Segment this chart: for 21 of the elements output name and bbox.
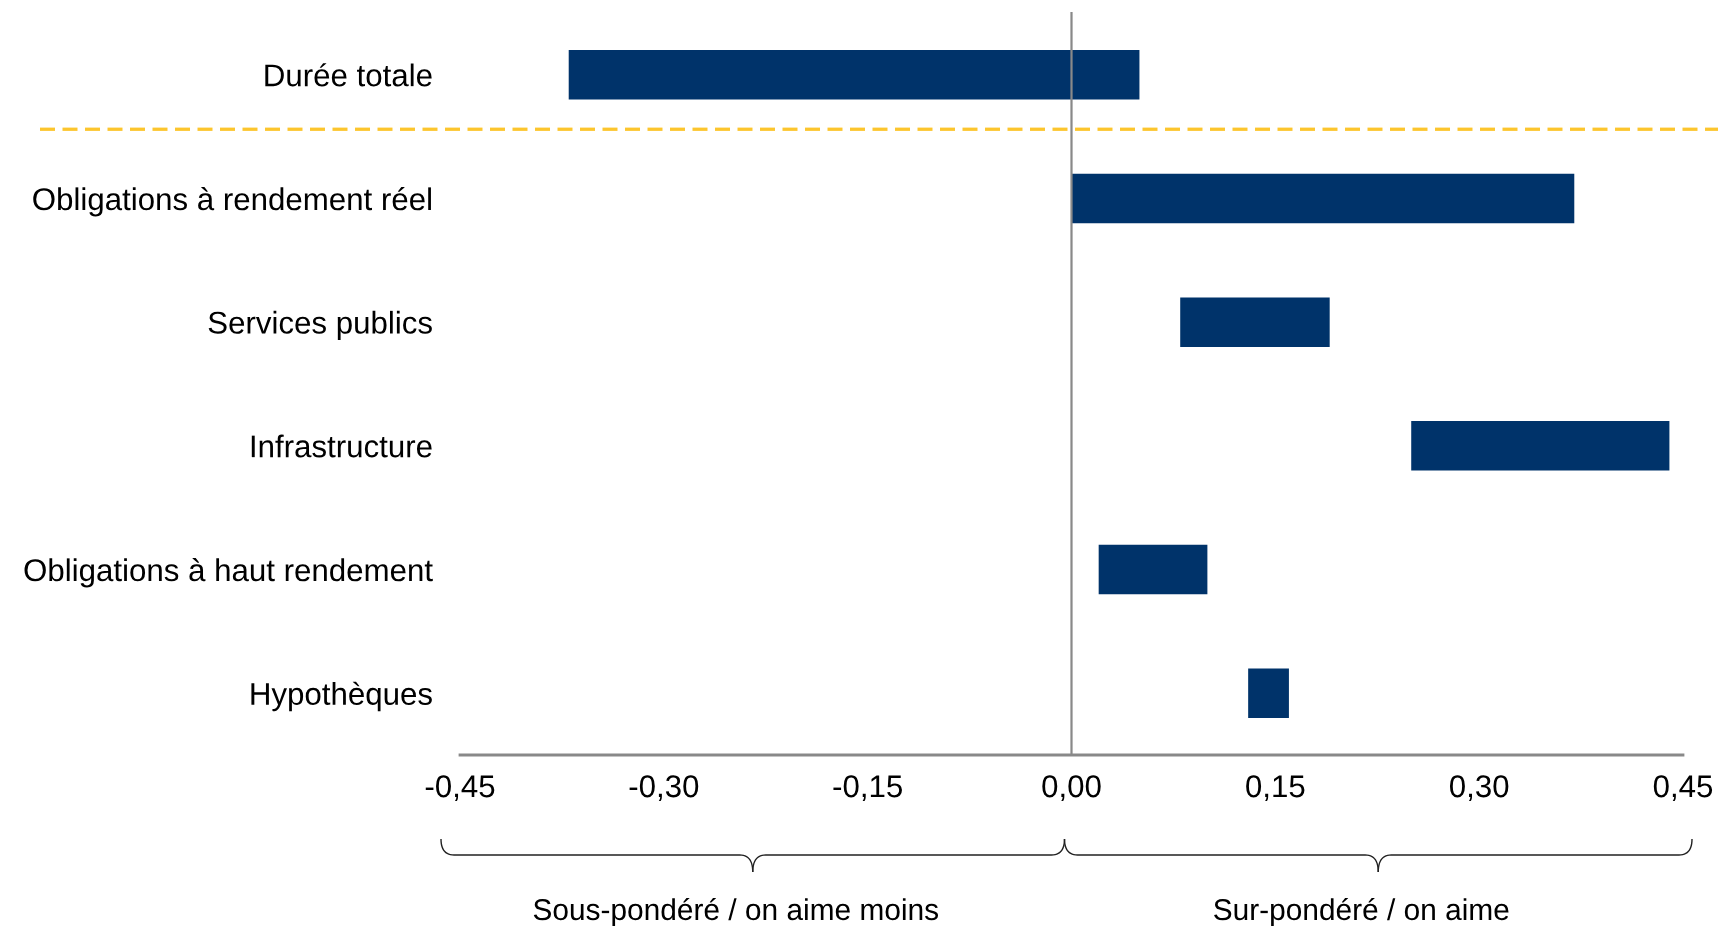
x-tick-label: 0,45 xyxy=(1653,775,1713,802)
x-tick-label: -0,15 xyxy=(833,775,902,802)
y-tick-label: Obligations à haut rendement xyxy=(24,557,433,588)
bar xyxy=(1098,544,1208,595)
x-tick-label: 0,30 xyxy=(1449,775,1509,802)
x-tick-label: -0,30 xyxy=(629,775,699,802)
x-tick-label: 0,00 xyxy=(1042,775,1101,802)
y-tick-label: Obligations à rendement réel xyxy=(33,186,431,217)
x-tick-label: -0,45 xyxy=(425,775,495,802)
bar xyxy=(568,50,1140,100)
text: Sous-pondéré / on aime moins xyxy=(533,897,939,927)
bar xyxy=(1071,173,1575,224)
x-tick-label: 0,15 xyxy=(1246,775,1305,802)
text: Sur-pondéré / on aime xyxy=(1214,897,1509,927)
y-tick-label: Infrastructure xyxy=(251,434,432,458)
y-tick-label: Durée totale xyxy=(265,63,432,87)
bar xyxy=(1248,668,1289,718)
y-tick-label: Services publics xyxy=(208,310,432,340)
bar xyxy=(1411,421,1670,471)
bar xyxy=(1180,297,1330,347)
y-tick-label: Hypothèques xyxy=(251,681,432,712)
